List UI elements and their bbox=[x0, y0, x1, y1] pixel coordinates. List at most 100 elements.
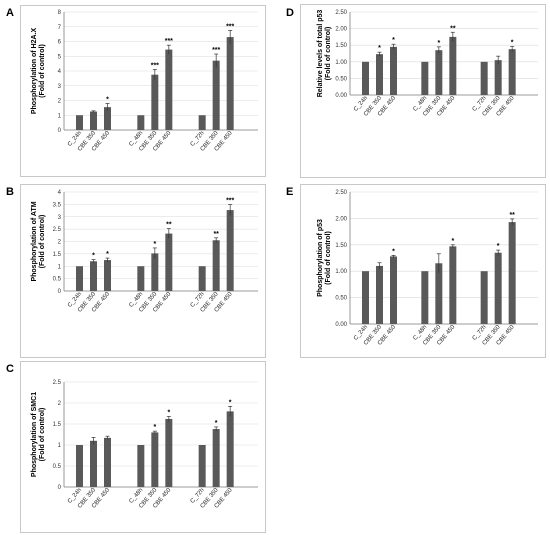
bar bbox=[212, 240, 220, 291]
y-tick-label: 3 bbox=[58, 215, 62, 221]
y-tick-label: 1.5 bbox=[53, 252, 62, 258]
bar bbox=[151, 74, 159, 130]
y-axis-label: Phosphorylation of ATM bbox=[31, 201, 38, 281]
chart-e: 0.00 0.50 1.00 1.50 2.00 2.50 Phosphorylation … bbox=[317, 190, 538, 347]
bar bbox=[151, 432, 159, 487]
bar bbox=[90, 111, 97, 130]
panel-b: B 0 0.5 1 1.5 2 2.5 3 3.5 4 Phosphorylation of AT… bbox=[0, 182, 270, 358]
bar bbox=[165, 49, 173, 130]
significance-mark: ** bbox=[213, 231, 219, 238]
y-tick-label: 0 bbox=[58, 128, 62, 134]
bar bbox=[362, 271, 369, 324]
bar bbox=[508, 222, 516, 324]
bar bbox=[226, 210, 234, 291]
bar bbox=[90, 440, 97, 487]
significance-mark: * bbox=[511, 40, 514, 47]
y-tick-label: 0.50 bbox=[335, 296, 347, 302]
significance-mark: * bbox=[392, 37, 395, 44]
bar bbox=[198, 266, 206, 291]
y-tick-label: 0.5 bbox=[53, 277, 62, 283]
bar bbox=[226, 37, 234, 131]
bar bbox=[90, 261, 97, 291]
y-axis-label-sub: (Fold of control) bbox=[325, 231, 332, 285]
bar bbox=[165, 233, 173, 291]
y-tick-label: 2.50 bbox=[335, 10, 347, 16]
significance-mark: * bbox=[92, 253, 95, 260]
significance-mark: * bbox=[497, 243, 500, 250]
y-tick-label: 2.50 bbox=[335, 190, 347, 196]
y-tick-label: 1.00 bbox=[335, 60, 347, 66]
y-tick-label: 6 bbox=[58, 40, 62, 46]
y-tick-label: 2.00 bbox=[335, 216, 347, 222]
y-tick-label: 1.00 bbox=[335, 269, 347, 275]
bar bbox=[421, 61, 429, 95]
y-tick-label: 4 bbox=[58, 69, 62, 75]
significance-mark: ** bbox=[166, 222, 172, 229]
y-tick-label: 2.5 bbox=[53, 380, 62, 386]
significance-mark: * bbox=[215, 420, 218, 427]
significance-mark: * bbox=[153, 241, 156, 248]
y-tick-label: 0 bbox=[58, 289, 62, 295]
significance-mark: * bbox=[378, 45, 381, 52]
y-tick-label: 0 bbox=[58, 485, 62, 491]
y-axis-label: Phosphorylation of p53 bbox=[317, 219, 324, 297]
significance-mark: * bbox=[392, 248, 395, 255]
y-tick-label: 2 bbox=[58, 401, 62, 407]
y-tick-label: 2.00 bbox=[335, 27, 347, 33]
bar bbox=[226, 411, 234, 487]
bar bbox=[76, 445, 83, 487]
chart-frame-a bbox=[20, 5, 266, 177]
panel-d: D 0.00 0.50 1.00 1.50 2.00 2.50 Relative level… bbox=[280, 0, 550, 178]
y-tick-label: 5 bbox=[58, 54, 62, 60]
significance-mark: * bbox=[451, 238, 454, 245]
panel-c: C 0 0.5 1 1.5 2 2.5 Phosphorylation of SMC1 (Fo… bbox=[0, 360, 270, 533]
y-tick-label: 7 bbox=[58, 25, 62, 31]
bar bbox=[212, 429, 220, 487]
chart-c: 0 0.5 1 1.5 2 2.5 Phosphorylation of SMC1 (Fold… bbox=[31, 380, 258, 510]
bar bbox=[494, 60, 502, 95]
significance-mark: ** bbox=[509, 212, 515, 219]
bar bbox=[435, 50, 443, 95]
bar bbox=[76, 115, 83, 130]
y-axis-label: Phosphorylation of SMC1 bbox=[31, 392, 38, 477]
panel-letter-a: A bbox=[6, 7, 14, 19]
panel-letter-c: C bbox=[6, 363, 14, 375]
bar bbox=[421, 271, 429, 324]
y-tick-label: 4 bbox=[58, 190, 62, 196]
y-tick-label: 2.5 bbox=[53, 227, 62, 233]
bar bbox=[137, 266, 145, 291]
significance-mark: * bbox=[167, 409, 170, 416]
bar bbox=[151, 253, 159, 291]
significance-mark: * bbox=[437, 40, 440, 47]
significance-mark: *** bbox=[226, 23, 234, 30]
bar bbox=[76, 266, 83, 291]
bar bbox=[104, 437, 111, 487]
bar bbox=[137, 445, 145, 487]
bar bbox=[376, 265, 383, 324]
panel-e: E 0.00 0.50 1.00 1.50 2.00 2.50 Phosphorylatio… bbox=[280, 182, 550, 358]
y-tick-label: 0.5 bbox=[53, 464, 62, 470]
significance-mark: * bbox=[106, 96, 109, 103]
bar bbox=[508, 49, 516, 95]
bar bbox=[449, 246, 457, 324]
chart-b: 0 0.5 1 1.5 2 2.5 3 3.5 4 Phosphorylation of ATM(… bbox=[31, 190, 258, 314]
panel-letter-b: B bbox=[6, 186, 14, 198]
bar bbox=[494, 252, 502, 324]
y-axis-label-sub: (Fold of control) bbox=[325, 27, 332, 81]
bar bbox=[390, 256, 397, 324]
bar bbox=[165, 418, 173, 487]
panel-letter-d: D bbox=[286, 7, 294, 19]
y-tick-label: 3 bbox=[58, 84, 62, 90]
bar bbox=[480, 271, 488, 324]
significance-mark: * bbox=[153, 424, 156, 431]
bar bbox=[390, 46, 397, 95]
bar bbox=[137, 115, 145, 130]
y-axis-label: Phosphorylation of H2A.X bbox=[31, 28, 38, 115]
bar bbox=[104, 260, 111, 291]
y-tick-label: 2 bbox=[58, 240, 62, 246]
chart-a: 0 1 2 3 4 5 6 7 8 Phosphorylation of H2A.X (Fold o… bbox=[31, 10, 258, 153]
y-tick-label: 1 bbox=[58, 264, 62, 270]
chart-d: 0.00 0.50 1.00 1.50 2.00 2.50 Relative levels … bbox=[317, 10, 538, 118]
bar bbox=[362, 61, 369, 95]
y-tick-label: 0.00 bbox=[335, 93, 347, 99]
